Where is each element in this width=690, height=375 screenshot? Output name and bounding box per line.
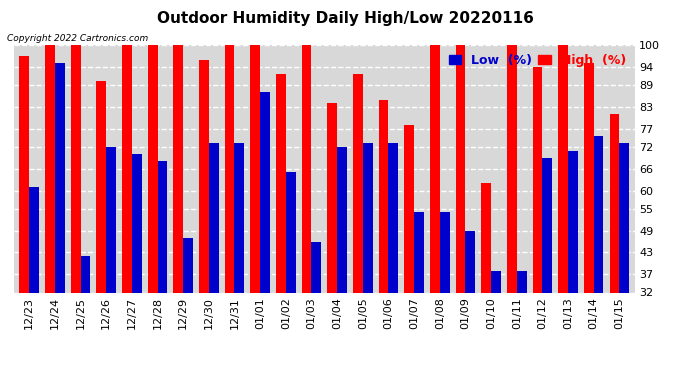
- Bar: [286, 172, 295, 375]
- Bar: [455, 45, 466, 375]
- Bar: [414, 212, 424, 375]
- Bar: [173, 45, 183, 375]
- Bar: [209, 143, 219, 375]
- Bar: [379, 100, 388, 375]
- Bar: [610, 114, 620, 375]
- Bar: [199, 60, 209, 375]
- Bar: [337, 147, 347, 375]
- Bar: [311, 242, 322, 375]
- Bar: [260, 92, 270, 375]
- Bar: [466, 231, 475, 375]
- Bar: [491, 271, 501, 375]
- Bar: [45, 45, 55, 375]
- Bar: [404, 125, 414, 375]
- Bar: [29, 187, 39, 375]
- Bar: [593, 136, 604, 375]
- Bar: [97, 81, 106, 375]
- Bar: [440, 212, 449, 375]
- Bar: [584, 63, 593, 375]
- Bar: [250, 45, 260, 375]
- Text: Outdoor Humidity Daily High/Low 20220116: Outdoor Humidity Daily High/Low 20220116: [157, 11, 533, 26]
- Bar: [302, 45, 311, 375]
- Bar: [327, 103, 337, 375]
- Bar: [353, 74, 363, 375]
- Bar: [517, 271, 526, 375]
- Bar: [157, 162, 167, 375]
- Bar: [81, 256, 90, 375]
- Bar: [542, 158, 552, 375]
- Text: Copyright 2022 Cartronics.com: Copyright 2022 Cartronics.com: [7, 34, 148, 43]
- Bar: [106, 147, 116, 375]
- Bar: [132, 154, 141, 375]
- Bar: [71, 45, 81, 375]
- Bar: [430, 45, 440, 375]
- Bar: [19, 56, 29, 375]
- Bar: [533, 67, 542, 375]
- Bar: [388, 143, 398, 375]
- Bar: [235, 143, 244, 375]
- Bar: [482, 183, 491, 375]
- Legend: Low  (%), High  (%): Low (%), High (%): [446, 51, 629, 69]
- Bar: [507, 45, 517, 375]
- Bar: [183, 238, 193, 375]
- Bar: [225, 45, 235, 375]
- Bar: [148, 45, 157, 375]
- Bar: [363, 143, 373, 375]
- Bar: [122, 45, 132, 375]
- Bar: [558, 45, 568, 375]
- Bar: [620, 143, 629, 375]
- Bar: [55, 63, 65, 375]
- Bar: [568, 150, 578, 375]
- Bar: [276, 74, 286, 375]
